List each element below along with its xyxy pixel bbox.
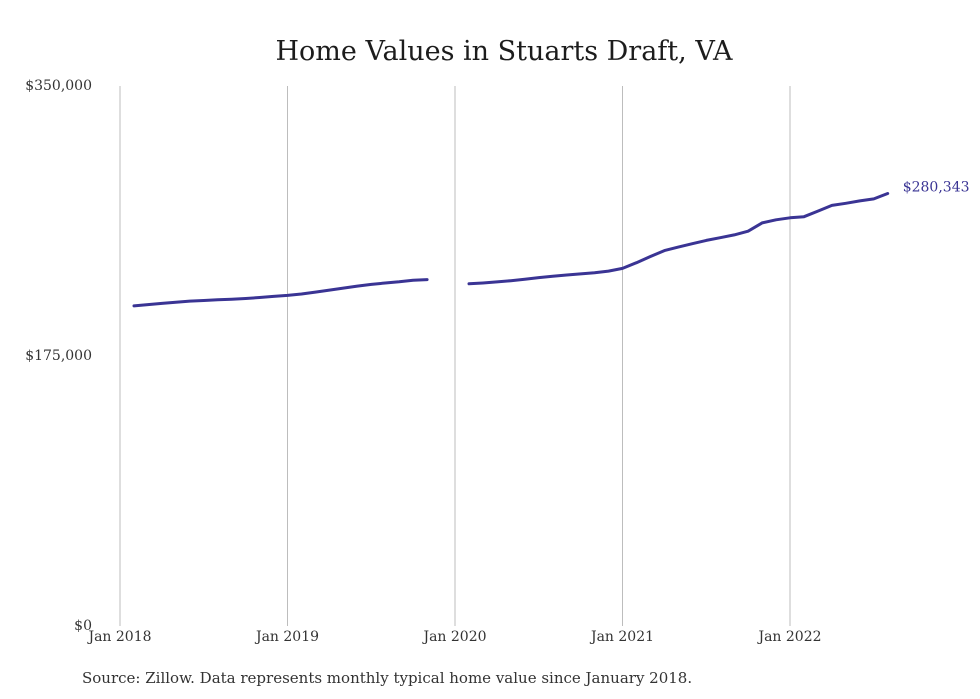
- source-note: Source: Zillow. Data represents monthly …: [82, 669, 692, 687]
- gridlines: [119, 86, 791, 626]
- x-tick-label: Jan 2022: [756, 629, 821, 645]
- y-tick-label: $175,000: [25, 348, 92, 364]
- chart-title: Home Values in Stuarts Draft, VA: [276, 36, 733, 67]
- x-tick-label: Jan 2019: [254, 629, 319, 645]
- y-tick-label: $350,000: [25, 78, 92, 94]
- series-group: $280,343: [132, 179, 970, 308]
- series-line-segment-1: [132, 278, 429, 308]
- y-axis-ticks: $0 $175,000 $350,000: [25, 78, 92, 634]
- end-value-label: $280,343: [903, 179, 970, 195]
- x-tick-label: Jan 2020: [421, 629, 486, 645]
- y-tick-label: $0: [74, 618, 92, 634]
- x-tick-label: Jan 2018: [86, 629, 151, 645]
- x-axis-ticks: Jan 2018 Jan 2019 Jan 2020 Jan 2021 Jan 2022: [86, 629, 821, 645]
- x-tick-label: Jan 2021: [589, 629, 654, 645]
- series-line-segment-2: [467, 192, 890, 286]
